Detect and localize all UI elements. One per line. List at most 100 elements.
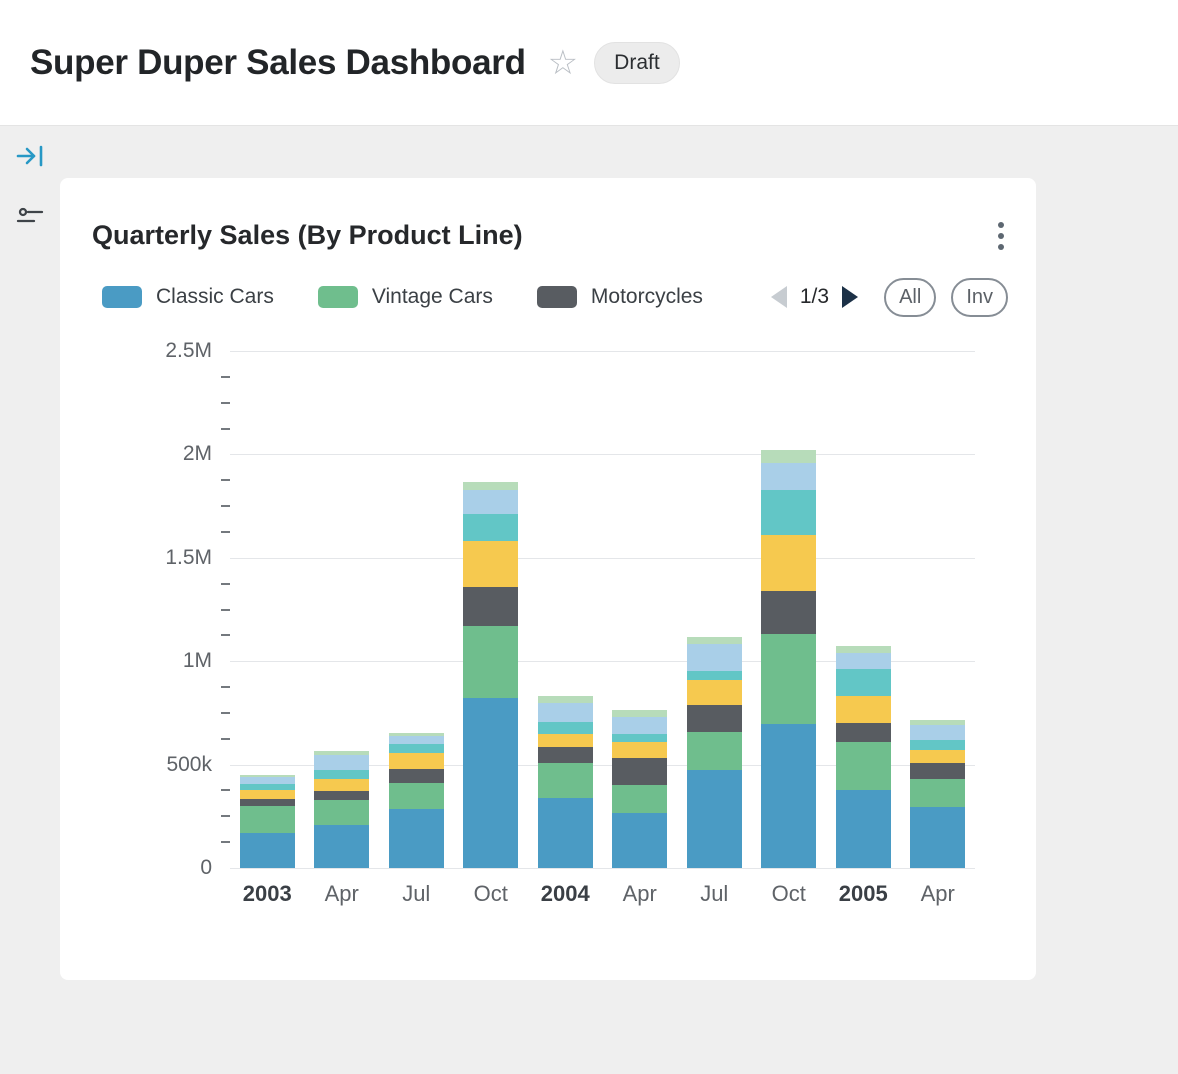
- bar-segment[interactable]: [463, 586, 519, 627]
- bar-segment[interactable]: [835, 652, 891, 670]
- filter-inv-button[interactable]: Inv: [951, 277, 1008, 317]
- kebab-menu-icon[interactable]: [994, 218, 1008, 254]
- bar-segment[interactable]: [910, 739, 966, 751]
- stacked-bar[interactable]: [612, 709, 668, 868]
- bar-segment[interactable]: [463, 514, 519, 542]
- bar-segment[interactable]: [835, 696, 891, 724]
- bar-segment[interactable]: [910, 725, 966, 740]
- favorite-star-icon[interactable]: ☆: [547, 43, 579, 82]
- stacked-bar[interactable]: [239, 774, 295, 868]
- bar-segment[interactable]: [537, 762, 593, 798]
- bar-segment[interactable]: [612, 709, 668, 718]
- bar-segment[interactable]: [239, 790, 295, 799]
- bar-segment[interactable]: [388, 735, 444, 744]
- bar-segment[interactable]: [463, 626, 519, 699]
- stacked-bar[interactable]: [761, 450, 817, 868]
- bar-segment[interactable]: [388, 809, 444, 868]
- bar-segment[interactable]: [910, 762, 966, 780]
- bar-segment[interactable]: [612, 741, 668, 759]
- bar-segment[interactable]: [388, 743, 444, 754]
- bar-segment[interactable]: [239, 798, 295, 806]
- bar-segment[interactable]: [388, 783, 444, 810]
- bar-segment[interactable]: [686, 670, 742, 680]
- bar-segment[interactable]: [835, 645, 891, 653]
- stacked-bar[interactable]: [910, 720, 966, 868]
- bar-segment[interactable]: [761, 634, 817, 725]
- bar-segment[interactable]: [388, 768, 444, 784]
- stacked-bar[interactable]: [686, 637, 742, 868]
- pager-next-icon[interactable]: [842, 286, 859, 308]
- bar-segment[interactable]: [686, 769, 742, 868]
- bar-segment[interactable]: [537, 722, 593, 734]
- legend-item[interactable]: Vintage Cars: [317, 285, 493, 309]
- bar-segment[interactable]: [314, 790, 370, 800]
- bar-segment[interactable]: [612, 733, 668, 742]
- bar-segment[interactable]: [612, 785, 668, 814]
- bar-segment[interactable]: [463, 481, 519, 490]
- bar-segment[interactable]: [910, 779, 966, 807]
- gridline: [230, 351, 975, 352]
- y-axis-minor-tick: [221, 815, 230, 818]
- bar-segment[interactable]: [537, 797, 593, 868]
- bar-segment[interactable]: [314, 769, 370, 780]
- bar-segment[interactable]: [612, 758, 668, 786]
- bar-segment[interactable]: [388, 732, 444, 736]
- bar-segment[interactable]: [537, 696, 593, 703]
- bar-segment[interactable]: [761, 489, 817, 536]
- bar-segment[interactable]: [835, 669, 891, 697]
- x-axis-label: Jul: [402, 881, 431, 906]
- stacked-bar[interactable]: [537, 696, 593, 868]
- bar-segment[interactable]: [686, 704, 742, 732]
- stacked-bar[interactable]: [835, 645, 891, 868]
- bar-segment[interactable]: [537, 747, 593, 763]
- bar-segment[interactable]: [314, 779, 370, 791]
- bar-segment[interactable]: [761, 724, 817, 868]
- bar-segment[interactable]: [239, 774, 295, 778]
- pager-prev-icon[interactable]: [770, 286, 787, 308]
- bar-segment[interactable]: [239, 784, 295, 791]
- bar-segment[interactable]: [910, 750, 966, 763]
- bar-segment[interactable]: [239, 805, 295, 833]
- bar-segment[interactable]: [910, 807, 966, 868]
- bar-segment[interactable]: [761, 462, 817, 490]
- bar-segment[interactable]: [537, 733, 593, 748]
- bar-segment[interactable]: [612, 813, 668, 868]
- legend-item[interactable]: Classic Cars: [102, 285, 274, 309]
- legend-swatch: [317, 286, 358, 308]
- bar-segment[interactable]: [686, 637, 742, 644]
- bar-segment[interactable]: [388, 753, 444, 769]
- bar-segment[interactable]: [686, 679, 742, 705]
- bar-segment[interactable]: [910, 720, 966, 726]
- bar-segment[interactable]: [463, 698, 519, 868]
- filter-all-button[interactable]: All: [884, 277, 937, 317]
- bar-segment[interactable]: [314, 755, 370, 770]
- x-axis-label: Apr: [920, 881, 955, 906]
- bar-segment[interactable]: [314, 751, 370, 756]
- collapse-panel-icon[interactable]: [12, 138, 48, 174]
- bar-segment[interactable]: [537, 702, 593, 723]
- bar-segment[interactable]: [835, 790, 891, 868]
- bar-segment[interactable]: [239, 777, 295, 785]
- bar-segment[interactable]: [761, 590, 817, 635]
- bar-segment[interactable]: [835, 741, 891, 791]
- bar-segment[interactable]: [761, 450, 817, 463]
- bar-segment[interactable]: [835, 723, 891, 742]
- legend-item[interactable]: Motorcycles: [536, 285, 703, 309]
- bar-segment[interactable]: [314, 824, 370, 868]
- bar-segment[interactable]: [463, 489, 519, 515]
- x-axis-label: Apr: [324, 881, 359, 906]
- legend-label: Motorcycles: [590, 285, 703, 308]
- stacked-bar[interactable]: [463, 481, 519, 868]
- bar-segment[interactable]: [686, 731, 742, 770]
- stacked-bar[interactable]: [314, 751, 370, 868]
- bar-segment[interactable]: [761, 535, 817, 591]
- y-axis-label: 0: [200, 856, 212, 879]
- filter-icon[interactable]: [12, 198, 48, 234]
- bar-slot: [379, 351, 454, 868]
- bar-segment[interactable]: [686, 643, 742, 671]
- bar-segment[interactable]: [612, 717, 668, 734]
- bar-segment[interactable]: [314, 799, 370, 825]
- bar-segment[interactable]: [239, 832, 295, 868]
- stacked-bar[interactable]: [388, 732, 444, 868]
- bar-segment[interactable]: [463, 541, 519, 587]
